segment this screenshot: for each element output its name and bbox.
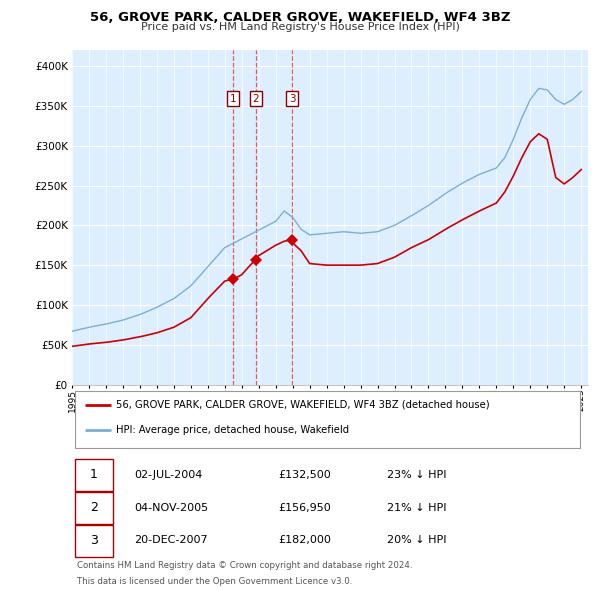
Text: 1: 1 bbox=[90, 468, 98, 481]
Text: 3: 3 bbox=[289, 94, 295, 104]
Text: 23% ↓ HPI: 23% ↓ HPI bbox=[387, 470, 446, 480]
Text: 21% ↓ HPI: 21% ↓ HPI bbox=[387, 503, 446, 513]
Text: 20-DEC-2007: 20-DEC-2007 bbox=[134, 536, 208, 545]
FancyBboxPatch shape bbox=[74, 492, 113, 524]
Text: Contains HM Land Registry data © Crown copyright and database right 2024.: Contains HM Land Registry data © Crown c… bbox=[77, 562, 413, 571]
Text: 20% ↓ HPI: 20% ↓ HPI bbox=[387, 536, 446, 545]
Text: 2: 2 bbox=[90, 501, 98, 514]
Text: £132,500: £132,500 bbox=[278, 470, 331, 480]
Text: HPI: Average price, detached house, Wakefield: HPI: Average price, detached house, Wake… bbox=[116, 425, 349, 435]
FancyBboxPatch shape bbox=[74, 459, 113, 491]
Text: 56, GROVE PARK, CALDER GROVE, WAKEFIELD, WF4 3BZ: 56, GROVE PARK, CALDER GROVE, WAKEFIELD,… bbox=[90, 11, 510, 24]
FancyBboxPatch shape bbox=[74, 525, 113, 557]
Text: Price paid vs. HM Land Registry's House Price Index (HPI): Price paid vs. HM Land Registry's House … bbox=[140, 22, 460, 32]
Text: £156,950: £156,950 bbox=[278, 503, 331, 513]
Text: £182,000: £182,000 bbox=[278, 536, 331, 545]
Text: 04-NOV-2005: 04-NOV-2005 bbox=[134, 503, 208, 513]
Text: 02-JUL-2004: 02-JUL-2004 bbox=[134, 470, 202, 480]
FancyBboxPatch shape bbox=[74, 391, 580, 447]
Text: 3: 3 bbox=[90, 534, 98, 547]
Text: 2: 2 bbox=[253, 94, 259, 104]
Text: This data is licensed under the Open Government Licence v3.0.: This data is licensed under the Open Gov… bbox=[77, 577, 353, 586]
Text: 1: 1 bbox=[230, 94, 236, 104]
Text: 56, GROVE PARK, CALDER GROVE, WAKEFIELD, WF4 3BZ (detached house): 56, GROVE PARK, CALDER GROVE, WAKEFIELD,… bbox=[116, 400, 490, 410]
